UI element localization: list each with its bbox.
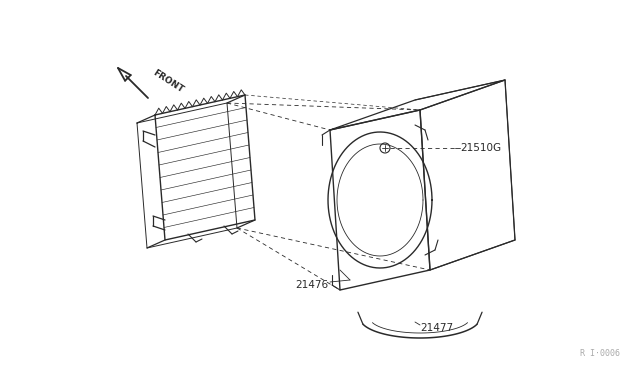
Text: 21510G: 21510G (460, 143, 501, 153)
Text: 21476: 21476 (295, 280, 328, 290)
Text: 21477: 21477 (420, 323, 453, 333)
Text: R I·0006: R I·0006 (580, 349, 620, 358)
Text: FRONT: FRONT (151, 68, 185, 95)
